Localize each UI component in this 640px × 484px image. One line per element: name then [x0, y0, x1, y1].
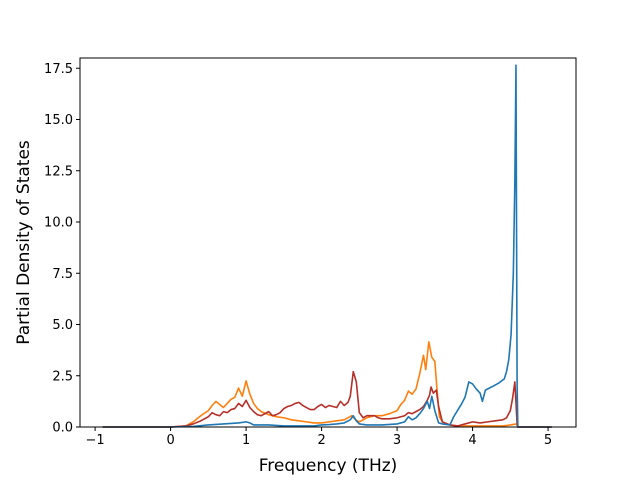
- x-tick-label: 1: [242, 433, 250, 448]
- y-tick-label: 2.5: [52, 369, 73, 384]
- series-line-1: [102, 370, 552, 428]
- x-tick-label: −1: [86, 433, 105, 448]
- y-tick-label: 10.0: [44, 216, 73, 231]
- plot-frame: [79, 57, 577, 428]
- x-tick-label: 3: [393, 433, 401, 448]
- y-tick-label: 0.0: [52, 421, 73, 436]
- y-tick-label: 7.5: [52, 267, 73, 282]
- series-line-2: [102, 64, 552, 428]
- y-tick-label: 15.0: [44, 113, 73, 128]
- y-tick-label: 5.0: [52, 318, 73, 333]
- x-tick-label: 0: [166, 433, 174, 448]
- y-tick-label: 17.5: [44, 62, 73, 77]
- x-tick-label: 4: [468, 433, 476, 448]
- series-layer: [102, 64, 552, 428]
- ticks-layer: −1 0 1 2 3 4 5 0.0 2.5 5.0 7.5 10.0 12.5 15.0 17.5: [44, 62, 552, 448]
- x-tick-label: 2: [317, 433, 325, 448]
- series-line-0: [102, 341, 552, 428]
- x-tick-label: 5: [544, 433, 552, 448]
- y-axis-label: Partial Density of States: [14, 140, 34, 345]
- x-axis-label: Frequency (THz): [259, 456, 398, 476]
- y-tick-label: 12.5: [44, 164, 73, 179]
